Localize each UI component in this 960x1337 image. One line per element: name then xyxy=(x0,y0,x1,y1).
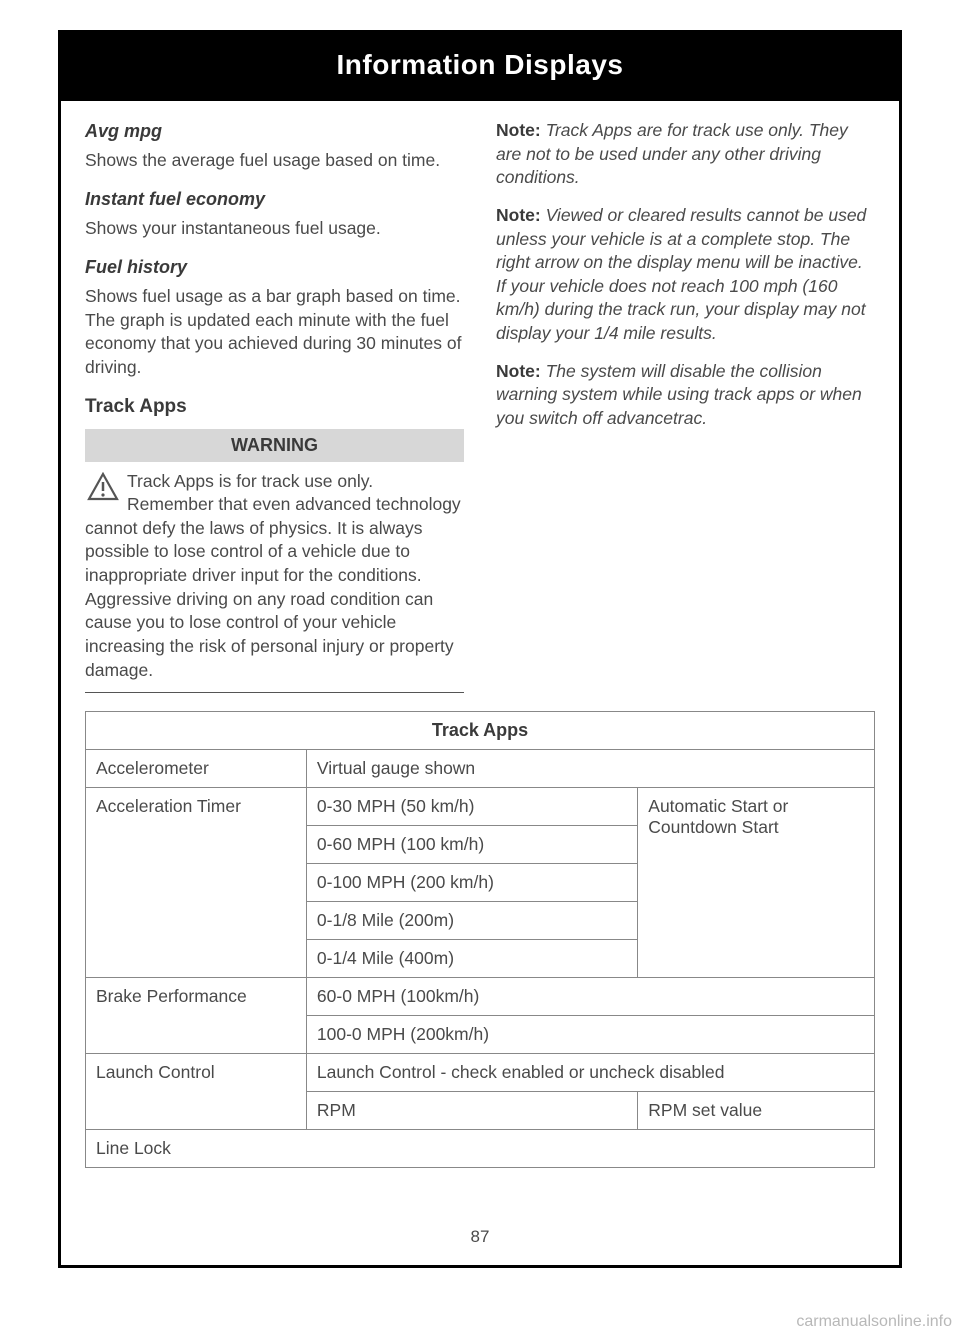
track-apps-table-wrap: Track Apps Accelerometer Virtual gauge s… xyxy=(61,711,899,1168)
cell-line-lock: Line Lock xyxy=(86,1130,875,1168)
cell-accel-timer: Acceleration Timer xyxy=(86,788,307,978)
note-label-1: Note: xyxy=(496,120,541,140)
page-header: Information Displays xyxy=(61,33,899,101)
right-column: Note: Track Apps are for track use only.… xyxy=(496,119,875,707)
page-frame: Information Displays Avg mpg Shows the a… xyxy=(58,30,902,1268)
note-1: Note: Track Apps are for track use only.… xyxy=(496,119,875,190)
cell-brake: Brake Performance xyxy=(86,978,307,1054)
warning-title: WARNING xyxy=(85,429,464,461)
note-2: Note: Viewed or cleared results cannot b… xyxy=(496,204,875,346)
note-label-2: Note: xyxy=(496,205,541,225)
cell-accelerometer: Accelerometer xyxy=(86,750,307,788)
warning-body: Track Apps is for track use only. Rememb… xyxy=(85,462,464,694)
warning-box: WARNING Track Apps is for track use only… xyxy=(85,429,464,693)
table-row: Brake Performance 60-0 MPH (100km/h) xyxy=(86,978,875,1016)
cell-launch: Launch Control xyxy=(86,1054,307,1130)
left-column: Avg mpg Shows the average fuel usage bas… xyxy=(85,119,464,707)
page-title: Information Displays xyxy=(337,49,624,80)
cell-rpm: RPM xyxy=(306,1092,637,1130)
fuel-history-text: Shows fuel usage as a bar graph based on… xyxy=(85,285,464,380)
warning-triangle-icon xyxy=(87,472,119,509)
instant-fuel-heading: Instant fuel economy xyxy=(85,187,464,211)
avg-mpg-text: Shows the average fuel usage based on ti… xyxy=(85,149,464,173)
cell-timer-4: 0-1/4 Mile (400m) xyxy=(306,940,637,978)
table-header-row: Track Apps xyxy=(86,712,875,750)
content-columns: Avg mpg Shows the average fuel usage bas… xyxy=(61,101,899,707)
cell-brake-1: 100-0 MPH (200km/h) xyxy=(306,1016,874,1054)
avg-mpg-heading: Avg mpg xyxy=(85,119,464,143)
note-1-text: Track Apps are for track use only. They … xyxy=(496,120,848,187)
table-row: Acceleration Timer 0-30 MPH (50 km/h) Au… xyxy=(86,788,875,826)
cell-rpm-value: RPM set value xyxy=(638,1092,875,1130)
cell-launch-desc: Launch Control - check enabled or unchec… xyxy=(306,1054,874,1092)
cell-timer-3: 0-1/8 Mile (200m) xyxy=(306,902,637,940)
fuel-history-heading: Fuel history xyxy=(85,255,464,279)
cell-timer-2: 0-100 MPH (200 km/h) xyxy=(306,864,637,902)
track-apps-table: Track Apps Accelerometer Virtual gauge s… xyxy=(85,711,875,1168)
instant-fuel-text: Shows your instantaneous fuel usage. xyxy=(85,217,464,241)
cell-accelerometer-value: Virtual gauge shown xyxy=(306,750,874,788)
cell-timer-0: 0-30 MPH (50 km/h) xyxy=(306,788,637,826)
page-number: 87 xyxy=(61,1227,899,1247)
warning-text: Track Apps is for track use only. Rememb… xyxy=(85,471,461,680)
table-row: Launch Control Launch Control - check en… xyxy=(86,1054,875,1092)
note-3-text: The system will disable the collision wa… xyxy=(496,361,862,428)
watermark: carmanualsonline.info xyxy=(796,1313,952,1331)
cell-timer-1: 0-60 MPH (100 km/h) xyxy=(306,826,637,864)
cell-brake-0: 60-0 MPH (100km/h) xyxy=(306,978,874,1016)
note-3: Note: The system will disable the collis… xyxy=(496,360,875,431)
table-row: Accelerometer Virtual gauge shown xyxy=(86,750,875,788)
track-apps-heading: Track Apps xyxy=(85,394,464,420)
note-label-3: Note: xyxy=(496,361,541,381)
cell-timer-right: Automatic Start or Countdown Start xyxy=(638,788,875,978)
table-title: Track Apps xyxy=(86,712,875,750)
table-row: Line Lock xyxy=(86,1130,875,1168)
note-2-text: Viewed or cleared results cannot be used… xyxy=(496,205,866,343)
